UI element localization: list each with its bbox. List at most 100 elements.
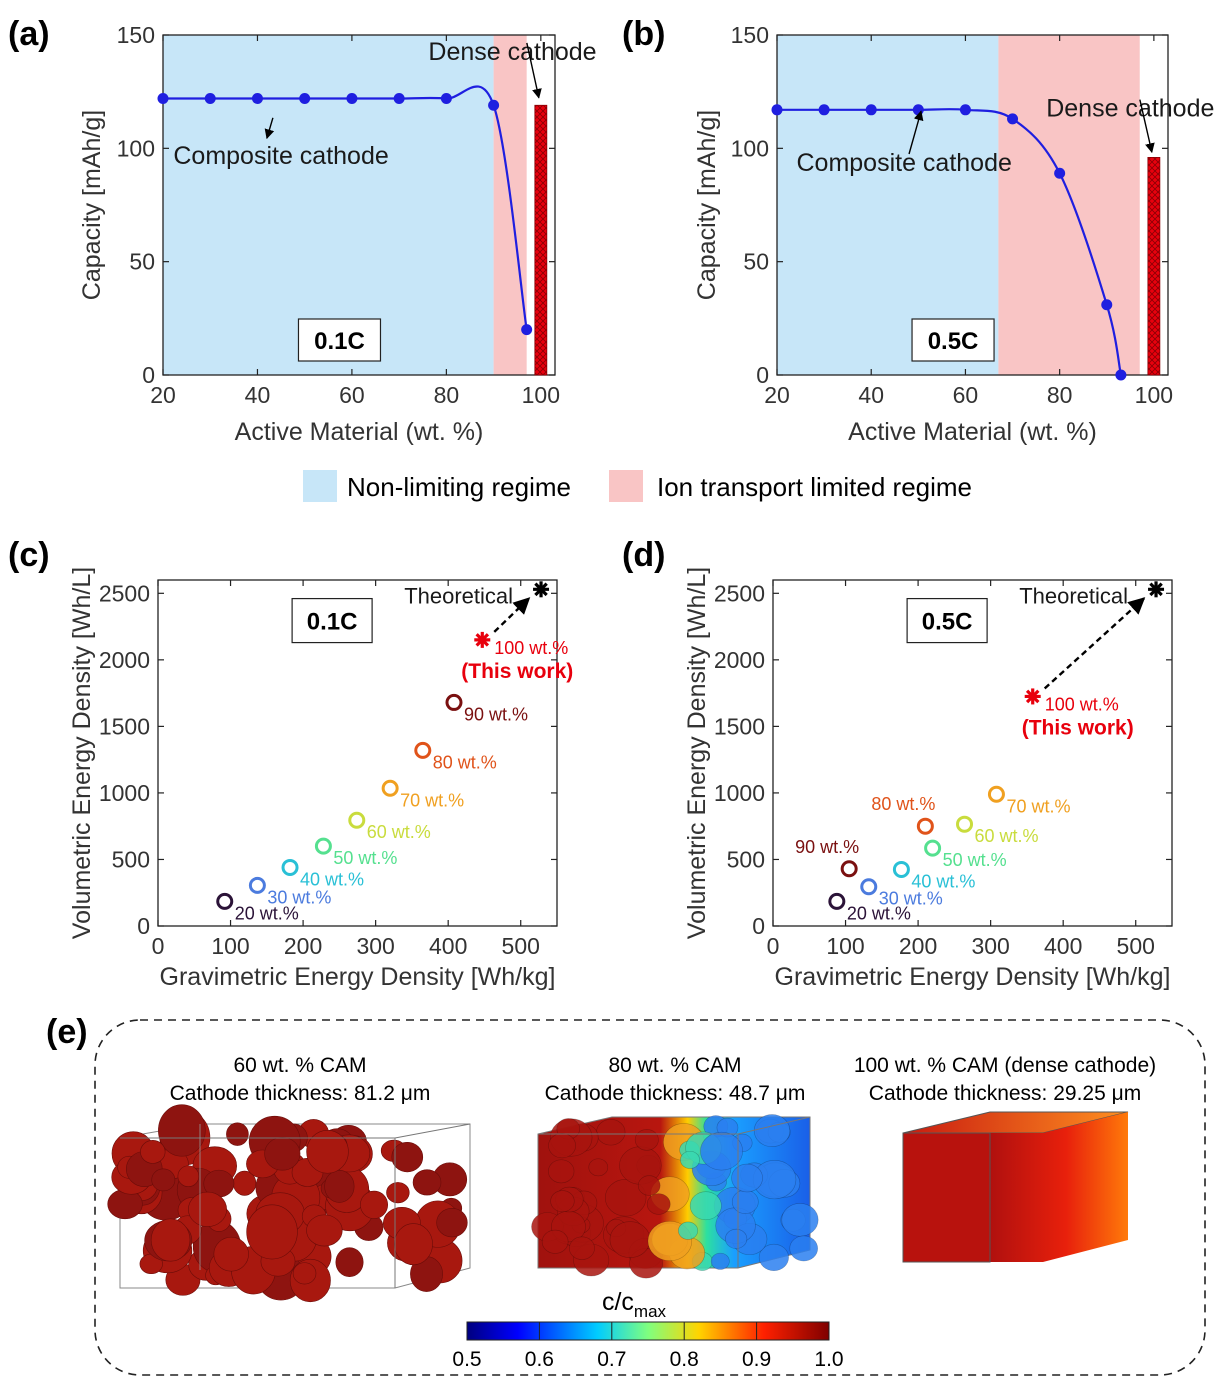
colorbar-tick-label: 1.0 (814, 1348, 843, 1371)
region-non-limiting (163, 35, 494, 375)
rate-label: 0.5C (922, 609, 973, 636)
capacity-point (912, 104, 924, 116)
legend-label-non-limiting: Non-limiting regime (347, 472, 571, 502)
y-tick-label: 0 (752, 913, 765, 939)
particle (335, 1247, 364, 1277)
theoretical-label: Theoretical (404, 583, 513, 608)
capacity-point (1101, 299, 1113, 311)
particle (758, 1243, 789, 1272)
y-tick-label: 50 (743, 249, 769, 275)
panel-label: (a) (8, 15, 50, 53)
scatter-label: 70 wt.% (400, 790, 464, 810)
x-tick-label: 60 (953, 382, 979, 408)
x-tick-label: 20 (764, 382, 790, 408)
y-tick-label: 2000 (714, 647, 765, 673)
theoretical-label: Theoretical (1019, 583, 1128, 608)
scatter-label: 50 wt.% (943, 850, 1007, 870)
particle (548, 1159, 575, 1184)
region-legend: Non-limiting regime Ion transport limite… (303, 470, 972, 502)
scatter-label: 90 wt.% (795, 837, 859, 857)
annotation-arrow (1139, 99, 1155, 154)
x-tick-label: 100 (826, 933, 864, 959)
x-tick-label: 0 (767, 933, 780, 959)
particle (391, 1142, 424, 1173)
theoretical-point (1148, 581, 1165, 598)
particle (151, 1168, 176, 1192)
rate-label: 0.1C (314, 328, 365, 355)
y-tick-label: 150 (731, 22, 769, 48)
particle (306, 1214, 343, 1247)
y-tick-label: 2500 (714, 580, 765, 606)
capacity-point (488, 99, 500, 111)
plot-frame (157, 579, 558, 927)
capacity-curve (777, 108, 1122, 376)
capacity-point (440, 92, 452, 104)
panel-label: (b) (622, 15, 665, 53)
plot-frame (776, 34, 1169, 376)
scatter-label: 80 wt.% (871, 794, 935, 814)
particle (753, 1114, 791, 1147)
panel-label: (d) (622, 536, 665, 574)
colorbar-label: c/cmax (602, 1288, 667, 1321)
capacity-point (346, 92, 358, 104)
x-tick-label: 100 (522, 382, 560, 408)
capacity-point (959, 104, 971, 116)
particle (177, 1165, 200, 1187)
scatter-point (414, 741, 432, 759)
capacity-point (521, 324, 533, 336)
particle (292, 1262, 317, 1285)
capacity-point (299, 92, 311, 104)
annotation-arrow (526, 42, 542, 99)
particle (436, 1207, 468, 1238)
colorbar-tick-label: 0.7 (597, 1348, 626, 1371)
capacity-point (393, 92, 405, 104)
scatter-label: 40 wt.% (911, 871, 975, 891)
panel-label: (c) (8, 536, 50, 574)
scatter-point (216, 892, 234, 910)
particle (412, 1169, 442, 1196)
dense-cathode-bar (1147, 156, 1161, 376)
theoretical-point (533, 581, 550, 598)
case-title-100: 100 wt. % CAM (dense cathode) (854, 1054, 1156, 1077)
x-axis-label: Active Material (wt. %) (235, 418, 484, 446)
particle (678, 1221, 699, 1240)
capacity-point (771, 104, 783, 116)
x-axis-label: Active Material (wt. %) (848, 418, 1097, 446)
particle (264, 1137, 301, 1171)
scatter-point (348, 811, 366, 829)
particle (588, 1158, 609, 1177)
particle (386, 1182, 410, 1204)
case-thickness-80: Cathode thickness: 48.7 μm (545, 1082, 806, 1105)
region-ion-limited (998, 35, 1140, 375)
this-work-point (474, 631, 491, 648)
particle (306, 1130, 349, 1174)
x-tick-label: 100 (1135, 382, 1173, 408)
y-tick-label: 100 (731, 135, 769, 161)
x-tick-label: 400 (429, 933, 467, 959)
annotation-label: Dense cathode (428, 38, 596, 66)
x-tick-label: 500 (502, 933, 540, 959)
region-non-limiting (777, 35, 999, 375)
rate-label: 0.5C (928, 328, 979, 355)
this-work-note: (This work) (461, 660, 573, 683)
capacity-point (1007, 113, 1019, 125)
colorbar-tick-label: 0.8 (670, 1348, 699, 1371)
improvement-arrow (1043, 597, 1146, 690)
particle (188, 1191, 227, 1227)
scatter-label: 50 wt.% (333, 848, 397, 868)
scatter-label: 30 wt.% (879, 889, 943, 909)
particle (158, 1104, 206, 1157)
x-tick-label: 40 (245, 382, 271, 408)
y-tick-label: 2000 (99, 647, 150, 673)
y-tick-label: 2500 (99, 580, 150, 606)
region-ion-limited (493, 35, 527, 375)
scatter-point (840, 860, 858, 878)
capacity-point (204, 92, 216, 104)
particle (324, 1169, 355, 1203)
y-axis-label: Volumetric Energy Density [Wh/L] (68, 567, 96, 939)
particle (548, 1133, 576, 1159)
scatter-point (248, 876, 266, 894)
legend-swatch-non-limiting (303, 470, 337, 502)
x-axis-label: Gravimetric Energy Density [Wh/kg] (160, 963, 556, 991)
